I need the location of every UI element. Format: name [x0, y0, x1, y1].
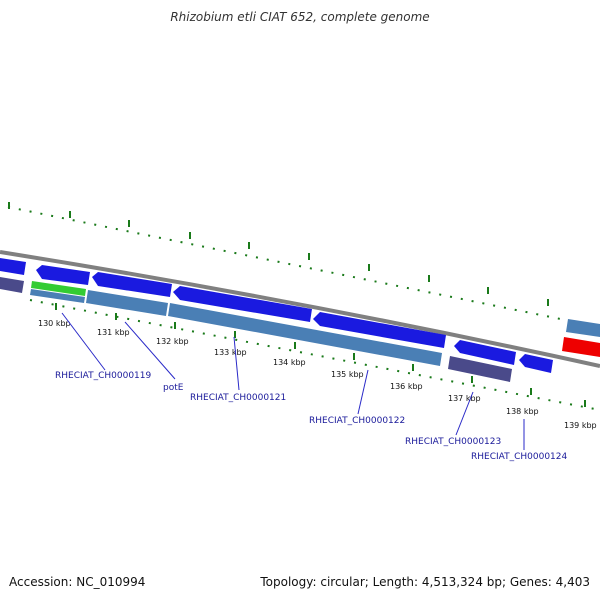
- outer-tick-ring: [7, 202, 600, 328]
- gene-block[interactable]: [562, 337, 600, 357]
- inner-tick-ring: [29, 299, 600, 411]
- gene-label[interactable]: potE: [163, 383, 184, 393]
- accession-text: Accession: NC_010994: [9, 575, 146, 589]
- tick-label: 132 kbp: [156, 337, 189, 346]
- gene-arrow[interactable]: [173, 286, 312, 322]
- reverse-strand-genes: [0, 277, 600, 382]
- map-title: Rhizobium etli CIAT 652, complete genome: [170, 10, 430, 24]
- gene-block[interactable]: [168, 303, 442, 366]
- tick-labels: 130 kbp 131 kbp 132 kbp 133 kbp 134 kbp …: [38, 319, 597, 430]
- tick-label: 136 kbp: [390, 382, 423, 391]
- tick-label: 137 kbp: [448, 394, 481, 403]
- tick-label: 138 kbp: [506, 407, 539, 416]
- gene-labels: RHECIAT_CH0000119 potE RHECIAT_CH0000121…: [55, 371, 568, 462]
- tick-label: 135 kbp: [331, 370, 364, 379]
- gene-arrow[interactable]: [454, 340, 516, 365]
- gene-block[interactable]: [86, 290, 168, 316]
- gene-block[interactable]: [448, 356, 512, 382]
- gene-block[interactable]: [0, 277, 24, 293]
- gene-arrow[interactable]: [519, 354, 553, 373]
- gene-label[interactable]: RHECIAT_CH0000124: [471, 452, 568, 462]
- gene-arrow[interactable]: [0, 258, 26, 275]
- tick-label: 134 kbp: [273, 358, 306, 367]
- gene-label-leaders: [61, 312, 525, 450]
- gene-block[interactable]: [30, 289, 85, 303]
- gene-block[interactable]: [31, 281, 86, 296]
- gene-arrow[interactable]: [92, 272, 172, 297]
- gene-arrow[interactable]: [313, 312, 446, 348]
- topology-text: Topology: circular; Length: 4,513,324 bp…: [260, 575, 590, 589]
- gene-label[interactable]: RHECIAT_CH0000122: [309, 416, 405, 426]
- gene-label[interactable]: RHECIAT_CH0000123: [405, 437, 501, 447]
- tick-label: 130 kbp: [38, 319, 71, 328]
- tick-label: 133 kbp: [214, 348, 247, 357]
- forward-strand-genes: [0, 258, 600, 373]
- genome-backbone: [0, 250, 600, 368]
- gene-label[interactable]: RHECIAT_CH0000119: [55, 371, 152, 381]
- tick-label: 139 kbp: [564, 421, 597, 430]
- gene-label[interactable]: RHECIAT_CH0000121: [190, 393, 286, 403]
- gene-arrow[interactable]: [36, 265, 90, 285]
- tick-label: 131 kbp: [97, 328, 130, 337]
- gene-block[interactable]: [566, 319, 600, 337]
